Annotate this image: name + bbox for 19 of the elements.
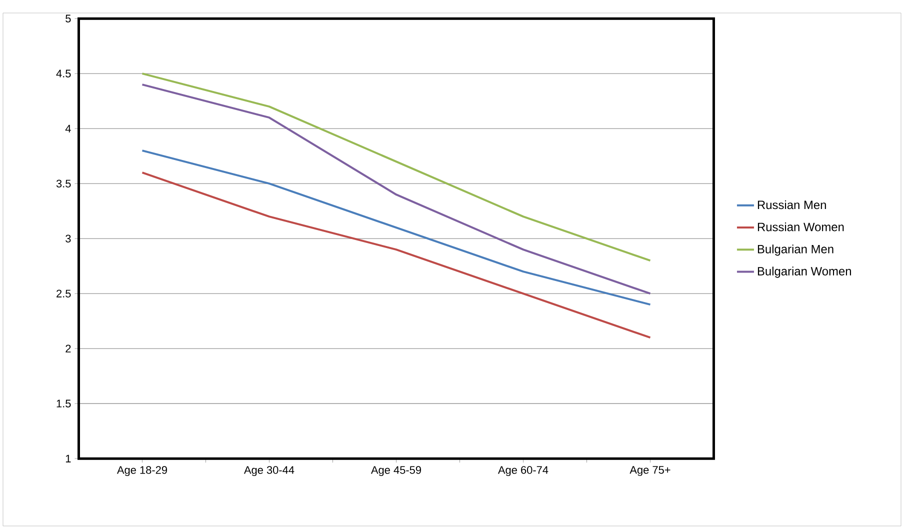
legend-label: Russian Women: [758, 222, 844, 232]
y-tick-label: 2: [66, 344, 71, 352]
legend-label: Bulgarian Women: [758, 266, 851, 278]
y-tick-label: 3.5: [56, 180, 71, 188]
y-tick-label: 1: [66, 454, 71, 462]
y-tick-label: 1.5: [56, 400, 71, 408]
legend-label: Russian Men: [758, 200, 826, 210]
x-tick-label: Age 30-44: [244, 466, 294, 476]
x-tick-label: Age 45-59: [370, 466, 421, 476]
y-tick-label: 5: [66, 14, 71, 22]
x-tick-label: Age 60-74: [498, 466, 548, 476]
y-tick-label: 2.5: [56, 290, 71, 298]
y-tick-label: 4.5: [56, 70, 71, 78]
x-tick-label: Age 75+: [630, 466, 670, 476]
x-tick-label: Age 18-29: [116, 466, 167, 476]
line-series: [141, 84, 652, 295]
y-tick-label: 4: [65, 124, 71, 132]
y-tick-label: 3: [66, 234, 71, 242]
legend-label: Bulgarian Men: [758, 244, 834, 256]
